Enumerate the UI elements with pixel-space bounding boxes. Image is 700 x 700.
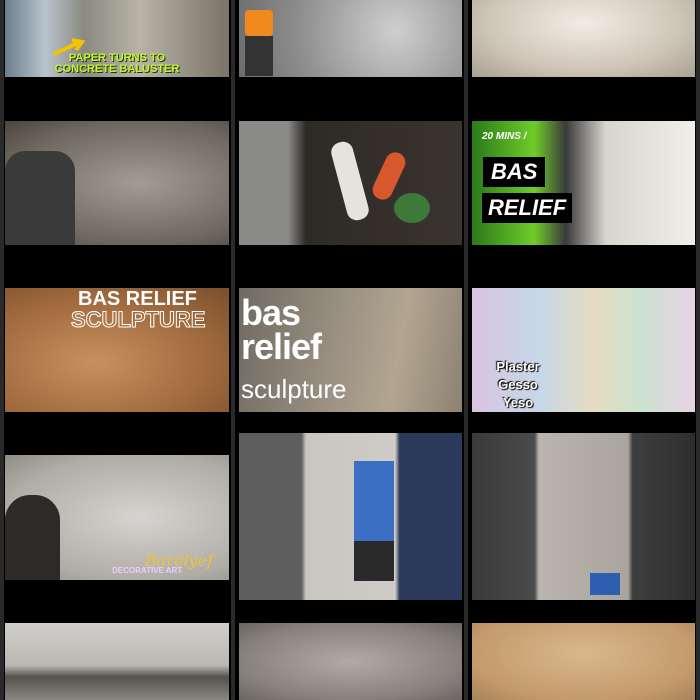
title: bas [241, 292, 301, 333]
video-thumbnail[interactable] [5, 121, 229, 245]
video-thumbnail[interactable] [239, 623, 462, 700]
title: Plaster [496, 359, 540, 374]
caption: PAPER TURNS TO [68, 52, 166, 64]
video-thumbnail[interactable]: BAS RELIEF SCULPTURE [5, 288, 229, 412]
separator [231, 0, 235, 700]
video-thumbnail[interactable] [472, 433, 695, 600]
video-thumbnail[interactable]: Plaster Gesso Yeso [472, 288, 695, 412]
separator [0, 0, 4, 700]
title: Gesso [498, 377, 538, 392]
video-thumbnail[interactable] [239, 0, 462, 77]
caption: DECORATIVE ART [112, 566, 183, 575]
arrow-icon [53, 38, 86, 56]
video-thumbnail[interactable] [472, 0, 695, 77]
title: Yeso [502, 395, 534, 410]
title: RELIEF [482, 193, 573, 223]
title: BAS RELIEF [78, 288, 197, 310]
video-thumbnail[interactable] [472, 623, 695, 700]
title: BAS [483, 157, 546, 187]
video-thumbnail[interactable] [239, 121, 462, 245]
video-thumbnail[interactable]: bas relief sculpture [239, 288, 462, 412]
video-thumbnail[interactable]: DECORATIVE ART Barelyef [5, 455, 229, 580]
title: SCULPTURE [70, 307, 206, 333]
title: sculpture [241, 374, 347, 404]
video-thumbnail[interactable]: 20 MINS / BAS RELIEF [472, 121, 695, 245]
caption: Barelyef [145, 551, 213, 570]
video-thumbnail[interactable] [239, 433, 462, 600]
duration: 20 MINS / [482, 131, 527, 142]
separator [464, 0, 468, 700]
separator [696, 0, 700, 700]
caption: CONCRETE BALUSTER [54, 63, 180, 75]
title: relief [241, 326, 322, 367]
video-thumbnail[interactable]: PAPER TURNS TO CONCRETE BALUSTER [5, 0, 229, 77]
video-thumbnail[interactable] [5, 623, 229, 700]
